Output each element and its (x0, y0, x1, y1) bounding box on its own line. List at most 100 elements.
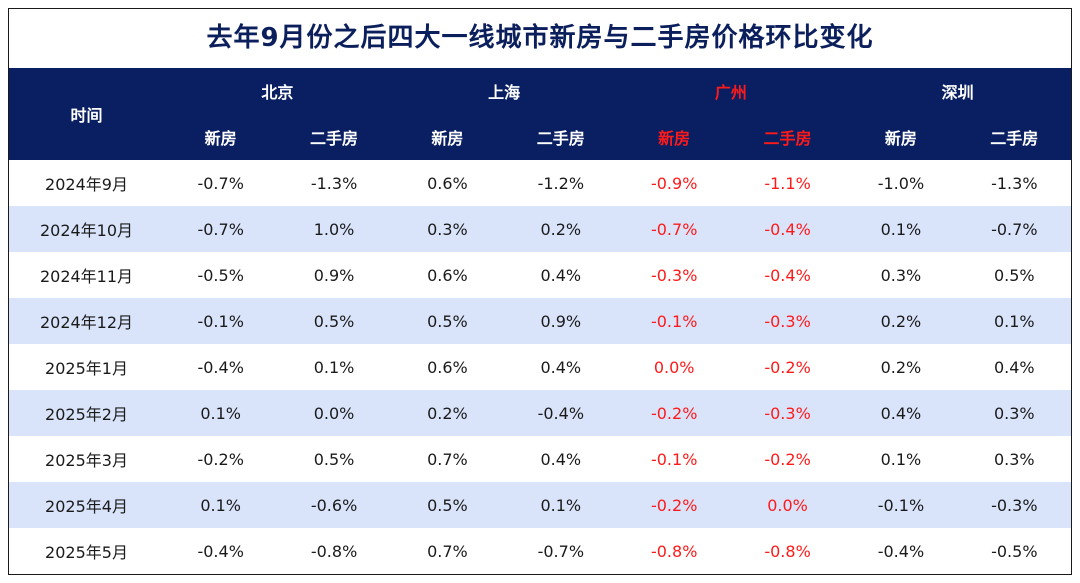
value-cell: 0.0% (730, 482, 845, 528)
table-row: 2025年1月 -0.4% 0.1% 0.6% 0.4% 0.0% -0.2% 0.2% 0.4… (9, 344, 1071, 390)
value-cell: -0.2% (617, 390, 731, 436)
value-cell: -0.8% (310, 541, 358, 561)
value-cell: -0.7% (197, 173, 244, 193)
value-cell: -0.7% (957, 206, 1071, 252)
value-cell: 0.6% (427, 357, 468, 377)
value-cell: 0.1% (164, 482, 278, 528)
value-cell: 0.1% (957, 298, 1071, 344)
value-cell: -0.3% (730, 298, 845, 344)
value-cell: 0.6% (427, 265, 468, 285)
table-row: 2025年3月 -0.2% 0.5% 0.7% 0.4% -0.1% -0.2% 0.1% 0.… (9, 436, 1071, 482)
value-cell: -0.6% (277, 482, 391, 528)
value-cell: -1.1% (764, 173, 811, 193)
value-cell: 0.5% (313, 449, 355, 469)
value-cell: -0.4% (877, 541, 925, 561)
value-cell: -0.4% (764, 265, 811, 285)
value-cell: -1.0% (877, 173, 925, 193)
value-cell: -0.9% (650, 173, 698, 193)
row-date: 2025年3月 (45, 451, 128, 470)
value-cell: 0.5% (993, 265, 1035, 285)
value-cell: -0.5% (991, 541, 1038, 561)
value-cell: -0.4% (730, 206, 845, 252)
value-cell: 0.4% (540, 357, 582, 377)
header-shenzhen-new: 新房 (844, 114, 958, 160)
value-cell: -0.1% (164, 298, 278, 344)
value-cell: 0.9% (313, 265, 355, 285)
table-row: 2025年5月 -0.4% -0.8% 0.7% -0.7% -0.8% -0.8% -0.4… (9, 528, 1071, 574)
header-city-shenzhen: 深圳 (844, 68, 1071, 114)
row-date: 2025年1月 (45, 359, 128, 378)
value-cell: -0.2% (197, 449, 244, 469)
value-cell: -0.1% (844, 482, 958, 528)
header-guangzhou-second: 二手房 (730, 114, 845, 160)
row-date: 2024年10月 (9, 206, 164, 252)
value-cell: -1.3% (991, 173, 1038, 193)
value-cell: -0.8% (650, 541, 698, 561)
value-cell: 0.1% (313, 357, 355, 377)
value-cell: 0.7% (427, 449, 468, 469)
value-cell: -0.1% (617, 298, 731, 344)
value-cell: 0.2% (844, 298, 958, 344)
value-cell: 0.2% (504, 206, 618, 252)
value-cell: -0.8% (764, 541, 811, 561)
value-cell: 0.9% (504, 298, 618, 344)
row-date: 2024年9月 (45, 175, 128, 194)
value-cell: 0.0% (653, 357, 695, 377)
value-cell: -0.3% (730, 390, 845, 436)
value-cell: 0.7% (427, 541, 468, 561)
value-cell: -0.3% (957, 482, 1071, 528)
value-cell: 0.5% (390, 298, 505, 344)
header-beijing-second: 二手房 (277, 114, 391, 160)
table-row: 2025年2月 0.1% 0.0% 0.2% -0.4% -0.2% -0.3% 0.4% 0.… (9, 390, 1071, 436)
value-cell: 0.0% (277, 390, 391, 436)
value-cell: -0.1% (650, 449, 698, 469)
row-date: 2024年11月 (39, 267, 134, 286)
header-shanghai-second: 二手房 (504, 114, 618, 160)
value-cell: -0.4% (197, 357, 244, 377)
value-cell: 0.2% (390, 390, 505, 436)
value-cell: 0.1% (844, 206, 958, 252)
value-cell: -0.2% (617, 482, 731, 528)
value-cell: 0.3% (880, 265, 922, 285)
value-cell: -0.4% (504, 390, 618, 436)
value-cell: 0.6% (427, 173, 468, 193)
value-cell: -0.7% (617, 206, 731, 252)
value-cell: -0.5% (197, 265, 244, 285)
value-cell: 0.4% (540, 265, 582, 285)
value-cell: 0.5% (277, 298, 391, 344)
value-cell: 0.3% (993, 449, 1035, 469)
table-frame: 去年9月份之后四大一线城市新房与二手房价格环比变化 时间 北京 上海 广州 深圳… (8, 8, 1072, 575)
value-cell: -1.2% (537, 173, 585, 193)
value-cell: -0.4% (197, 541, 244, 561)
header-city-shanghai: 上海 (390, 68, 618, 114)
value-cell: -1.3% (310, 173, 358, 193)
value-cell: -0.3% (650, 265, 698, 285)
value-cell: 0.4% (993, 357, 1035, 377)
row-date: 2025年5月 (45, 543, 128, 562)
value-cell: 0.1% (880, 449, 922, 469)
header-city-guangzhou: 广州 (617, 68, 845, 114)
value-cell: 0.4% (844, 390, 958, 436)
table-row: 2024年11月 -0.5% 0.9% 0.6% 0.4% -0.3% -0.4% 0.3% 0… (9, 252, 1071, 298)
table-body: 2024年9月 -0.7% -1.3% 0.6% -1.2% -0.9% -1.1% -1.0… (9, 160, 1071, 574)
header-shanghai-new: 新房 (390, 114, 505, 160)
header-guangzhou-new: 新房 (617, 114, 731, 160)
value-cell: 0.3% (957, 390, 1071, 436)
row-date: 2025年4月 (9, 482, 164, 528)
value-cell: -0.7% (537, 541, 585, 561)
table-row: 2025年4月 0.1% -0.6% 0.5% 0.1% -0.2% 0.0% -0.1% -0… (9, 482, 1071, 528)
header-time: 时间 (9, 68, 164, 160)
header-beijing-new: 新房 (164, 114, 278, 160)
value-cell: 0.1% (164, 390, 278, 436)
value-cell: 0.2% (880, 357, 922, 377)
value-cell: 0.5% (390, 482, 505, 528)
value-cell: 1.0% (277, 206, 391, 252)
value-cell: -0.7% (164, 206, 278, 252)
header-city-beijing: 北京 (164, 68, 391, 114)
value-cell: -0.2% (764, 357, 811, 377)
row-date: 2024年12月 (9, 298, 164, 344)
page-title: 去年9月份之后四大一线城市新房与二手房价格环比变化 (206, 23, 874, 53)
value-cell: 0.1% (504, 482, 618, 528)
value-cell: 0.3% (390, 206, 505, 252)
price-change-table: 时间 北京 上海 广州 深圳 新房 二手房 新房 二手房 新房 二手房 新房 二… (9, 68, 1071, 574)
